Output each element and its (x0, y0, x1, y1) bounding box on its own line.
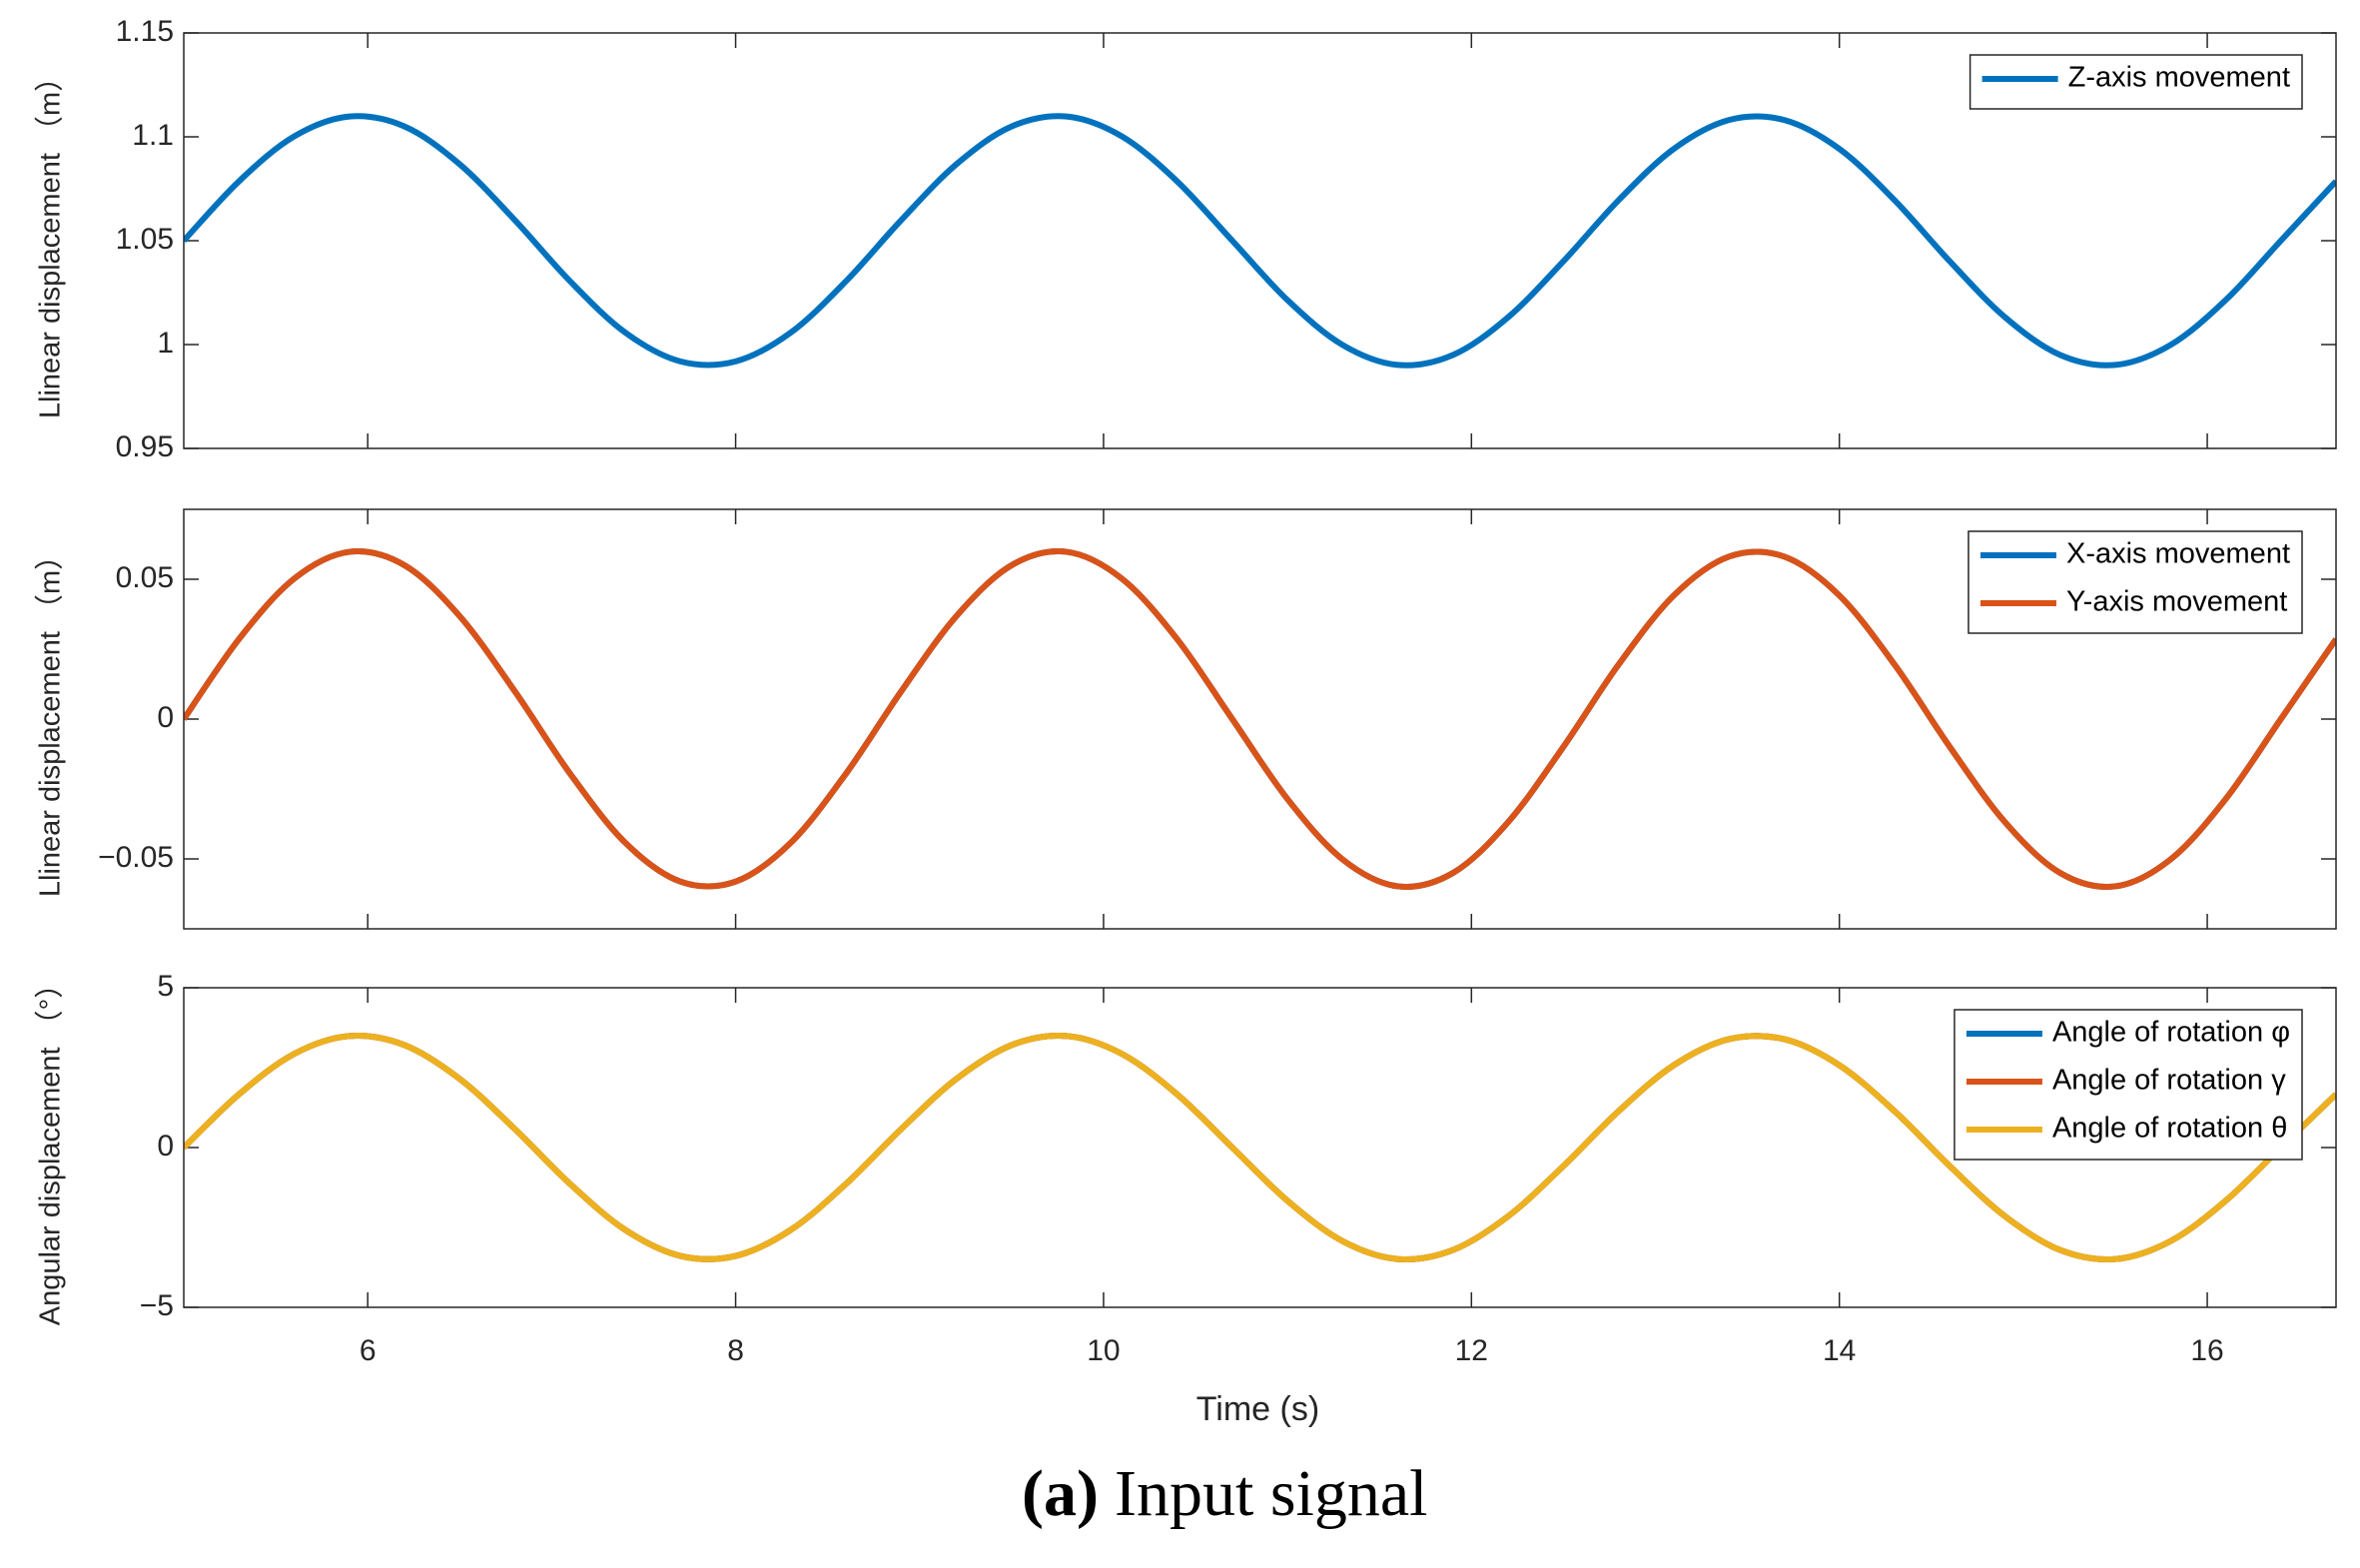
legend: Angle of rotation φ Angle of rotation γ An… (1954, 1009, 2303, 1161)
x-tick-label: 8 (727, 1334, 744, 1367)
axes: 0.95 1 1.05 1.1 1.15 Llinear displacement （m）… (35, 15, 2337, 463)
y-tick-label: 1.05 (116, 223, 174, 256)
x-tick-label: 10 (1087, 1334, 1120, 1367)
legend-box (1967, 530, 2303, 634)
y-tick-label: 1.1 (132, 119, 174, 152)
legend: Z-axis movement (1968, 54, 2303, 110)
series-line (184, 548, 2336, 890)
y-tick-label: 0.05 (116, 561, 174, 594)
series-line (184, 1032, 2336, 1263)
legend-label: Y-axis movement (2066, 586, 2287, 618)
y-axis-label: Angular displacement （°） (35, 970, 67, 1326)
x-tick-label: 16 (2190, 1334, 2223, 1367)
y-tick-label: −0.05 (98, 841, 174, 874)
legend-label: Angle of rotation γ (2052, 1065, 2286, 1097)
legend-label: Angle of rotation φ (2052, 1017, 2290, 1049)
caption-label: (a) (1022, 1457, 1099, 1530)
legend: X-axis movement Y-axis movement (1967, 530, 2303, 634)
x-tick-label: 14 (1823, 1334, 1856, 1367)
x-axis-label: Time (s) (1196, 1390, 1319, 1428)
legend-label: Angle of rotation θ (2052, 1113, 2287, 1145)
y-tick-label: 0.95 (116, 430, 174, 463)
axes-box (183, 508, 2337, 930)
caption-text: Input signal (1115, 1457, 1427, 1530)
series-line (184, 113, 2336, 369)
x-tick-label: 6 (360, 1334, 377, 1367)
y-tick-label: 0 (157, 1130, 174, 1163)
axes-box (183, 987, 2337, 1308)
y-tick-label: 5 (157, 970, 174, 1003)
y-axis-label: Llinear displacement （m） (35, 541, 67, 897)
legend-label: X-axis movement (2066, 538, 2290, 570)
axes-box (183, 32, 2337, 449)
x-tick-label: 12 (1455, 1334, 1488, 1367)
y-axis-label: Llinear displacement （m） (35, 63, 67, 418)
y-tick-label: 1 (157, 327, 174, 360)
y-tick-label: 1.15 (116, 15, 174, 48)
axes: −0.05 0 0.05 Llinear displacement （m） X-axis… (35, 508, 2337, 930)
y-tick-label: −5 (140, 1289, 174, 1322)
axes: −5 0 5 6 8 10 12 14 16 Angular displacement （°） Ti… (35, 970, 2337, 1428)
y-tick-label: 0 (157, 701, 174, 734)
legend-label: Z-axis movement (2068, 62, 2290, 94)
